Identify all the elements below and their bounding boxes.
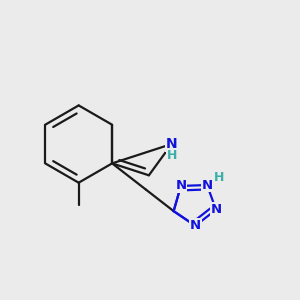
Text: N: N [175, 179, 186, 192]
Text: H: H [214, 171, 224, 184]
Text: N: N [190, 219, 201, 232]
Text: N: N [166, 137, 177, 151]
Text: N: N [210, 203, 222, 216]
Text: N: N [202, 178, 213, 191]
Text: H: H [167, 149, 177, 162]
